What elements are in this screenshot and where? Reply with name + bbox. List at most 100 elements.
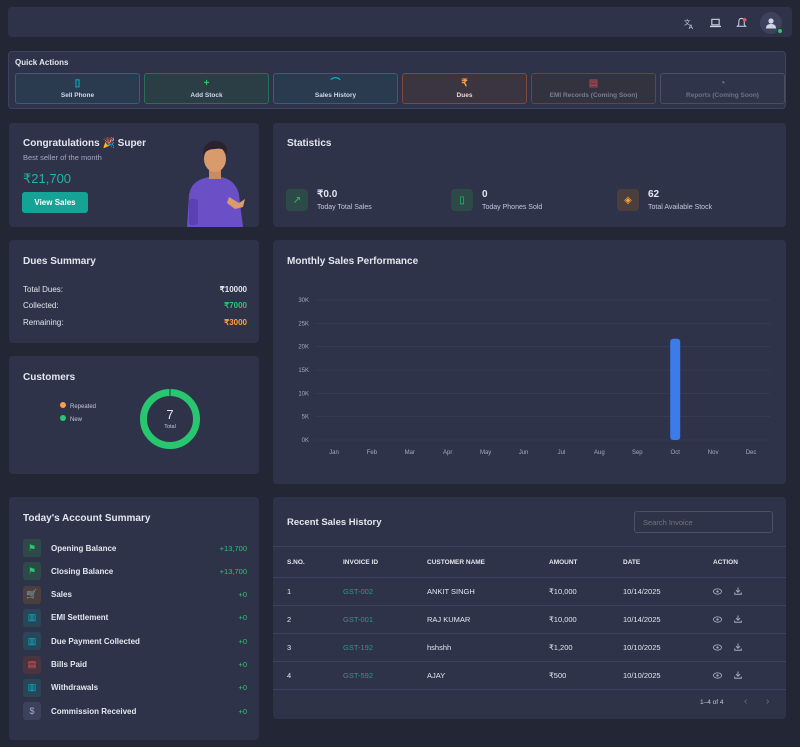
account-summary-card: Today's Account Summary ⚑ Opening Balance… (9, 497, 259, 740)
y-tick-label: 5K (302, 415, 309, 421)
customers-card: Customers Repeated New 7 Total (9, 356, 259, 474)
cell-amount: ₹10,000 (535, 577, 609, 606)
add-stock-button[interactable]: + Add Stock (144, 73, 269, 104)
stat-value: ₹0.0 (317, 189, 338, 200)
x-tick-label: Jun (519, 450, 529, 456)
cell-amount: ₹500 (535, 661, 609, 690)
bank-icon: ▥ (23, 678, 41, 697)
reports-button[interactable]: ◔ Reports (Coming Soon) (660, 73, 785, 104)
legend-repeated: Repeated (60, 401, 96, 414)
account-row-value: +13,700 (219, 566, 247, 576)
user-icon (766, 18, 776, 29)
prev-page-button[interactable]: ‹ (744, 696, 748, 707)
add-stock-label: Add Stock (190, 91, 223, 99)
view-eye-icon[interactable] (713, 643, 722, 653)
bar-oct[interactable] (670, 338, 681, 440)
table-row: 2 GST-001 RAJ KUMAR ₹10,000 10/14/2025 (273, 605, 786, 634)
recent-sales-card: Recent Sales History S.NO. INVOICE ID CU… (273, 497, 786, 719)
recent-sales-title: Recent Sales History (287, 517, 382, 528)
emi-records-label: EMI Records (Coming Soon) (549, 91, 638, 99)
view-eye-icon[interactable] (713, 587, 722, 597)
notification-bell-icon[interactable] (734, 16, 748, 30)
sales-table: S.NO. INVOICE ID CUSTOMER NAME AMOUNT DA… (273, 546, 786, 690)
account-row: ▥ EMI Settlement +0 (23, 608, 247, 627)
svg-text:A: A (688, 23, 693, 29)
search-invoice-input[interactable] (634, 511, 773, 533)
table-row: 1 GST-002 ANKIT SINGH ₹10,000 10/14/2025 (273, 577, 786, 606)
dues-summary-title: Dues Summary (23, 256, 96, 267)
account-row: ▥ Due Payment Collected +0 (23, 632, 247, 651)
view-sales-button[interactable]: View Sales (22, 192, 88, 213)
quick-actions-panel: Quick Actions ▯ Sell Phone + Add Stock ⌒… (8, 51, 786, 109)
cell-date: 10/14/2025 (609, 577, 699, 606)
download-icon[interactable] (734, 643, 742, 653)
cell-customer-name: hshshh (413, 633, 535, 662)
y-tick-label: 30K (298, 298, 309, 304)
legend-label: Repeated (70, 404, 97, 410)
customers-title: Customers (23, 372, 76, 383)
account-row-label: Bills Paid (51, 660, 88, 669)
plus-icon: + (203, 77, 210, 89)
sell-phone-button[interactable]: ▯ Sell Phone (15, 73, 140, 104)
cell-date: 10/10/2025 (609, 661, 699, 690)
next-page-button[interactable]: › (766, 696, 770, 707)
col-customer-name: CUSTOMER NAME (413, 546, 535, 578)
view-eye-icon[interactable] (713, 615, 722, 625)
dues-row-collected: Collected: ₹7000 (23, 301, 247, 310)
dues-row-total: Total Dues: ₹10000 (23, 285, 247, 294)
x-tick-label: Sep (632, 450, 643, 456)
y-tick-label: 0K (302, 438, 309, 444)
pagination-info: 1–4 of 4 (700, 699, 724, 706)
cell-invoice-id[interactable]: GST-592 (329, 661, 413, 690)
account-row: ⚑ Opening Balance +13,700 (23, 539, 247, 557)
customers-donut-chart (140, 389, 200, 449)
account-summary-title: Today's Account Summary (23, 513, 151, 524)
cell-invoice-id[interactable]: GST-002 (329, 577, 413, 606)
user-avatar[interactable] (760, 12, 783, 34)
cell-action (699, 633, 786, 662)
sales-history-button[interactable]: ⌒ Sales History (273, 73, 398, 104)
cell-invoice-id[interactable]: GST-192 (329, 633, 413, 662)
congrats-subtitle: Best seller of the month (23, 153, 102, 162)
download-icon[interactable] (734, 587, 742, 597)
cell-action (699, 661, 786, 690)
cell-amount: ₹10,000 (535, 605, 609, 634)
emi-records-button[interactable]: ▤ EMI Records (Coming Soon) (531, 73, 656, 104)
account-row-label: Opening Balance (51, 543, 117, 553)
account-row-label: Sales (51, 590, 72, 600)
cell-sno: 4 (273, 661, 329, 690)
dues-label: Total Dues: (23, 285, 64, 294)
sell-phone-label: Sell Phone (60, 91, 95, 99)
col-amount: AMOUNT (535, 546, 609, 578)
cart-icon: 🛒 (23, 585, 41, 604)
col-sno: S.NO. (273, 546, 329, 578)
phone-icon: ▯ (74, 77, 81, 89)
chart-title: Monthly Sales Performance (287, 256, 419, 267)
quick-actions-title: Quick Actions (15, 58, 69, 67)
bank-icon: ▥ (23, 632, 41, 651)
best-seller-amount: ₹21,700 (23, 171, 72, 186)
reports-label: Reports (Coming Soon) (686, 91, 759, 99)
download-icon[interactable] (734, 615, 742, 625)
cell-invoice-id[interactable]: GST-001 (329, 605, 413, 634)
cell-sno: 1 (273, 577, 329, 606)
cell-action (699, 577, 786, 606)
account-row-label: Due Payment Collected (51, 636, 140, 646)
cell-customer-name: RAJ KUMAR (413, 605, 535, 634)
cell-customer-name: AJAY (413, 661, 535, 690)
account-row-value: +0 (238, 683, 247, 693)
svg-text:文: 文 (684, 18, 691, 26)
dues-button[interactable]: ₹ Dues (402, 73, 527, 104)
laptop-icon[interactable] (708, 16, 722, 30)
x-tick-label: Mar (405, 450, 415, 456)
legend-label: New (70, 417, 83, 423)
pie-icon: ◔ (719, 77, 726, 89)
online-status-dot (777, 28, 783, 34)
view-eye-icon[interactable] (713, 671, 722, 681)
chart-icon: ⌒ (330, 77, 341, 89)
download-icon[interactable] (734, 671, 742, 681)
account-row-value: +0 (238, 590, 247, 600)
x-tick-label: Aug (594, 450, 605, 456)
rupee-icon: ₹ (461, 77, 468, 89)
